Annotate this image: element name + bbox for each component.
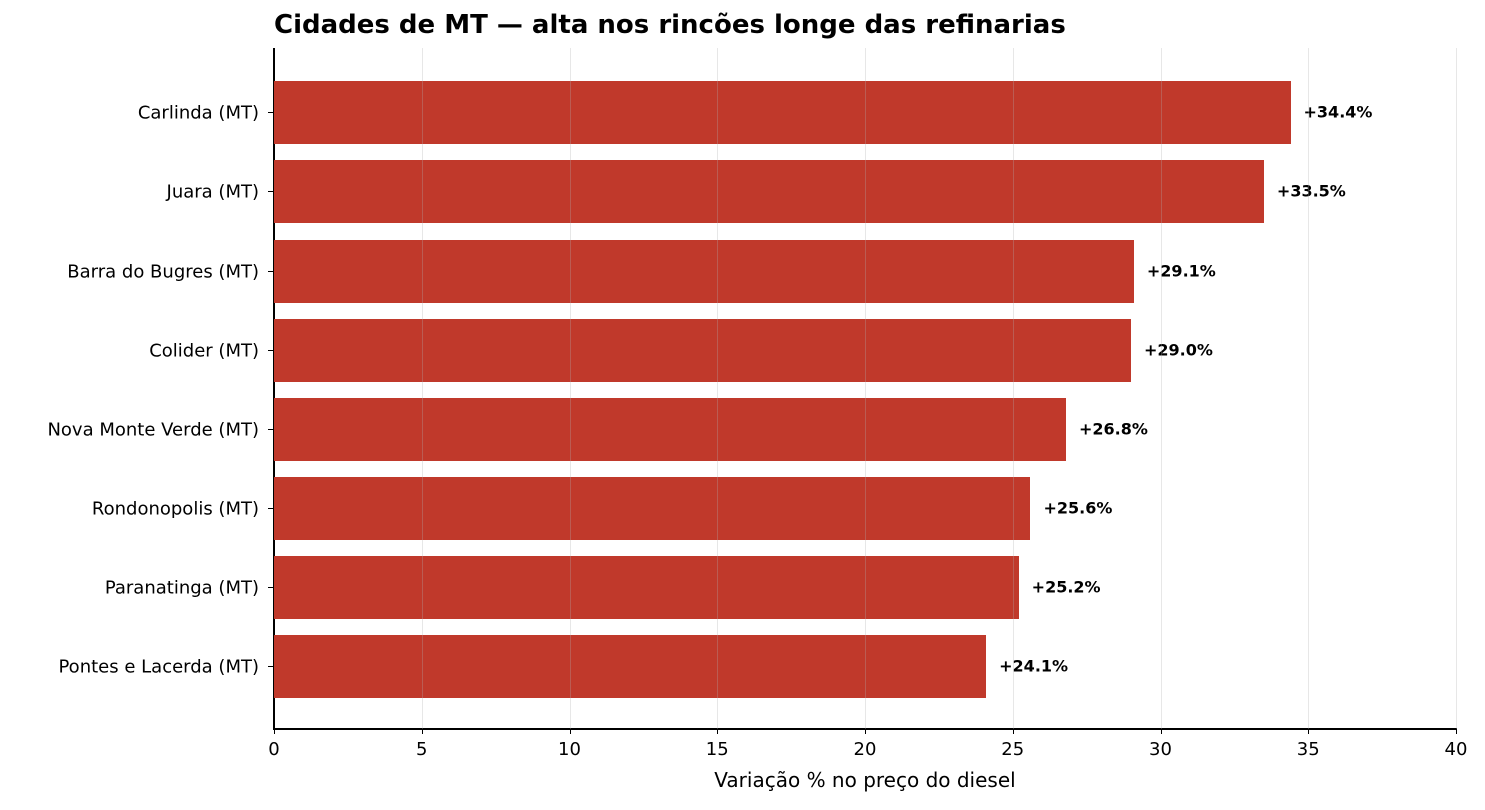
gridline	[1308, 48, 1310, 729]
gridline	[717, 48, 719, 729]
x-tick-label: 40	[1444, 739, 1468, 760]
bar	[274, 634, 987, 698]
bar	[274, 318, 1131, 382]
y-tick	[268, 429, 273, 431]
y-tick	[268, 271, 273, 273]
value-label: +33.5%	[1276, 181, 1346, 201]
y-tick-label: Paranatinga (MT)	[104, 577, 259, 599]
value-label: +29.1%	[1146, 261, 1216, 281]
x-tick-label: 20	[853, 739, 877, 760]
x-tick	[1012, 729, 1014, 734]
gridline	[1012, 48, 1014, 729]
y-tick-label: Juara (MT)	[166, 181, 259, 203]
value-label: +29.0%	[1143, 340, 1213, 360]
y-tick-label: Nova Monte Verde (MT)	[47, 419, 259, 441]
x-tick-label: 15	[705, 739, 729, 760]
gridline	[1160, 48, 1162, 729]
x-tick	[569, 729, 571, 734]
gridline	[421, 48, 423, 729]
gridline	[569, 48, 571, 729]
x-tick-label: 35	[1296, 739, 1320, 760]
value-label: +34.4%	[1303, 102, 1373, 122]
value-label: +25.6%	[1043, 498, 1113, 518]
bar	[274, 555, 1019, 619]
x-tick-label: 25	[1001, 739, 1025, 760]
y-tick	[268, 666, 273, 668]
plot-area: +34.4% +33.5% +29.1% +29.0% +26.8% +25.6% +25.…	[274, 48, 1457, 729]
bar	[274, 159, 1264, 223]
x-tick-label: 0	[268, 739, 280, 760]
bar	[274, 239, 1134, 303]
bar	[274, 80, 1291, 144]
y-tick-label: Barra do Bugres (MT)	[67, 261, 259, 283]
y-tick	[268, 191, 273, 193]
x-axis-title: Variação % no preço do diesel	[714, 768, 1016, 792]
y-tick	[268, 112, 273, 114]
x-tick	[717, 729, 719, 734]
bar	[274, 476, 1031, 540]
value-label: +24.1%	[999, 656, 1069, 676]
y-axis-spine	[273, 48, 275, 730]
x-tick	[421, 729, 423, 734]
y-tick	[268, 587, 273, 589]
x-tick	[1308, 729, 1310, 734]
gridline	[1456, 48, 1457, 729]
x-tick-label: 30	[1149, 739, 1172, 760]
value-label: +26.8%	[1078, 419, 1148, 439]
x-tick	[1160, 729, 1162, 734]
x-tick-label: 5	[416, 739, 428, 760]
y-tick-label: Carlinda (MT)	[137, 102, 259, 124]
y-tick-label: Pontes e Lacerda (MT)	[58, 656, 259, 678]
chart-title: Cidades de MT — alta nos rincões longe d…	[274, 10, 1066, 40]
y-tick-label: Colider (MT)	[149, 340, 259, 362]
y-tick-label: Rondonopolis (MT)	[91, 498, 259, 520]
x-tick	[1456, 729, 1458, 734]
y-tick	[268, 508, 273, 510]
y-tick	[268, 350, 273, 352]
x-tick-label: 10	[558, 739, 581, 760]
x-tick	[865, 729, 867, 734]
x-axis-spine	[273, 728, 1457, 730]
value-label: +25.2%	[1031, 577, 1101, 597]
bar	[274, 397, 1066, 461]
x-tick	[274, 729, 276, 734]
gridline	[865, 48, 866, 729]
